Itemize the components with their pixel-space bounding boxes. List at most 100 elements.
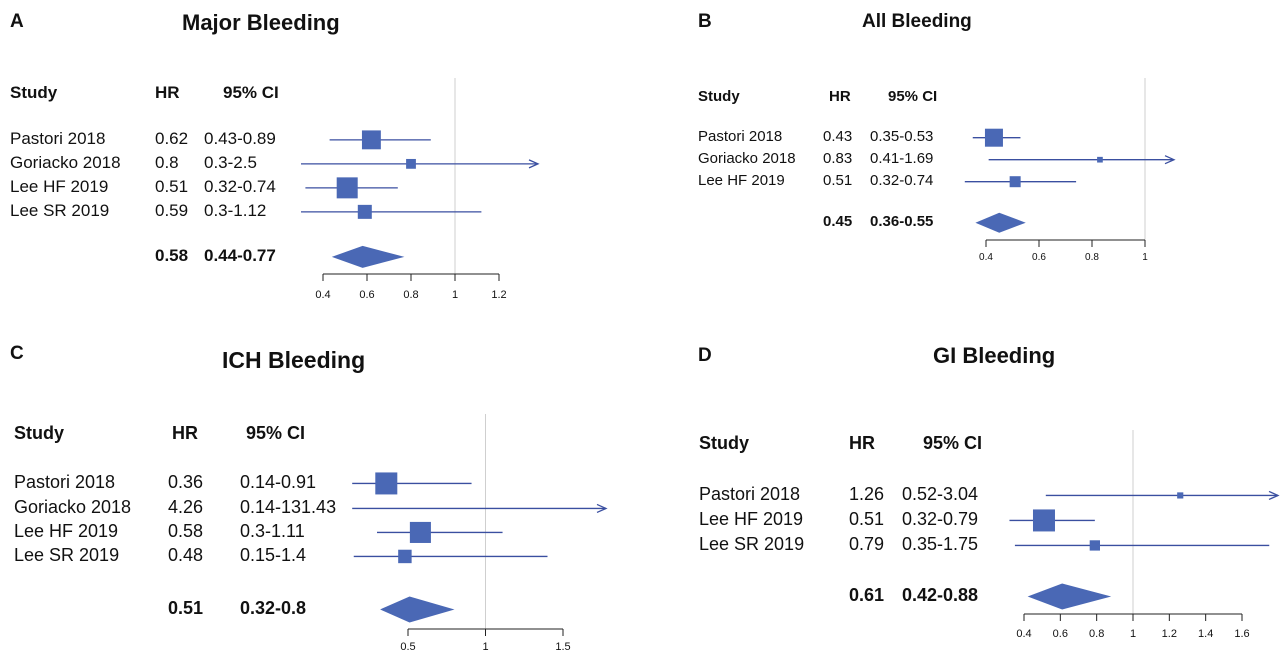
study-name: Lee SR 2019 [14, 545, 120, 565]
study-hr: 0.8 [155, 153, 179, 172]
pooled-diamond [380, 596, 455, 623]
study-hr: 0.51 [849, 509, 885, 529]
x-tick-label: 1 [452, 289, 458, 301]
study-hr: 0.58 [168, 521, 204, 541]
study-marker [361, 130, 381, 150]
forest-plot: 0.4 0.6 0.8 1 [964, 78, 1176, 263]
study-name: Goriacko 2018 [14, 497, 132, 517]
study-ci: 0.52-3.04 [902, 484, 979, 504]
study-marker [1097, 156, 1103, 163]
x-tick-label: 0.6 [1032, 252, 1046, 263]
x-tick-label: 1.5 [555, 641, 570, 653]
panel-title: All Bleeding [862, 11, 972, 32]
study-ci: 0.32-0.74 [204, 177, 276, 196]
study-marker [409, 521, 431, 543]
x-tick-label: 1 [1142, 252, 1148, 263]
x-tick-label: 0.4 [979, 252, 993, 263]
header-ci: 95% CI [223, 83, 279, 102]
ci-arrow [596, 503, 608, 514]
study-name: Lee HF 2019 [10, 177, 109, 196]
pooled-hr: 0.58 [155, 246, 189, 265]
panel-letter: B [698, 11, 712, 32]
study-name: Lee HF 2019 [699, 509, 804, 529]
header-hr: HR [155, 83, 180, 102]
header-study: Study [698, 88, 740, 105]
x-tick-label: 1 [482, 641, 488, 653]
panel-title: ICH Bleeding [222, 347, 366, 373]
study-ci: 0.35-0.53 [870, 128, 934, 145]
x-tick-label: 0.6 [359, 289, 374, 301]
study-name: Lee HF 2019 [698, 172, 785, 189]
header-ci: 95% CI [888, 88, 938, 105]
header-hr: HR [829, 88, 851, 105]
study-hr: 0.79 [849, 534, 885, 554]
x-tick-label: 1.6 [1234, 628, 1249, 640]
study-marker [357, 204, 372, 219]
study-marker [398, 549, 412, 564]
study-name: Lee SR 2019 [699, 534, 805, 554]
panel-title: Major Bleeding [182, 10, 340, 35]
study-hr: 0.83 [823, 150, 853, 167]
header-study: Study [14, 423, 65, 443]
study-hr: 0.51 [155, 177, 189, 196]
study-ci: 0.41-1.69 [870, 150, 934, 167]
study-marker [1032, 509, 1055, 532]
x-tick-label: 0.5 [400, 641, 415, 653]
pooled-diamond [1027, 583, 1112, 610]
study-marker [984, 128, 1003, 147]
study-ci: 0.3-1.12 [204, 201, 267, 220]
study-marker [1177, 492, 1184, 499]
panel-title: GI Bleeding [933, 343, 1056, 368]
pooled-diamond [975, 212, 1026, 233]
study-ci: 0.43-0.89 [204, 129, 276, 148]
header-hr: HR [172, 423, 198, 443]
study-name: Lee SR 2019 [10, 201, 110, 220]
study-ci: 0.3-2.5 [204, 153, 257, 172]
pooled-ci: 0.32-0.8 [240, 598, 307, 618]
study-ci: 0.15-1.4 [240, 545, 307, 565]
study-name: Pastori 2018 [10, 129, 106, 148]
study-marker [1089, 540, 1100, 551]
study-ci: 0.14-0.91 [240, 472, 317, 492]
x-tick-label: 1 [1130, 628, 1136, 640]
panel-letter: D [698, 345, 712, 366]
panel-letter: A [10, 11, 24, 32]
study-hr: 0.59 [155, 201, 189, 220]
study-name: Goriacko 2018 [10, 153, 121, 172]
study-hr: 0.48 [168, 545, 204, 565]
study-hr: 0.51 [823, 172, 853, 189]
x-tick-label: 0.4 [315, 289, 330, 301]
panel-all-bleeding: B All Bleeding Study HR 95% CI Pastori 2018 0.… [640, 0, 1283, 330]
panel-ich-bleeding: C ICH Bleeding Study HR 95% CI Pastori 2018 0.… [0, 332, 640, 664]
header-study: Study [699, 433, 750, 453]
forest-plot: 0.5 1 1.5 [352, 414, 608, 653]
study-ci: 0.35-1.75 [902, 534, 979, 554]
ci-arrow [1164, 155, 1176, 165]
x-tick-label: 0.8 [1089, 628, 1104, 640]
panel-gi-bleeding: D GI Bleeding Study HR 95% CI Pastori 2018 1.2… [640, 332, 1283, 664]
x-tick-label: 1.4 [1198, 628, 1213, 640]
study-marker [375, 472, 398, 495]
study-ci: 0.32-0.74 [870, 172, 934, 189]
study-ci: 0.32-0.79 [902, 509, 979, 529]
study-name: Goriacko 2018 [698, 150, 796, 167]
x-tick-label: 1.2 [1162, 628, 1177, 640]
x-tick-label: 0.4 [1016, 628, 1031, 640]
pooled-ci: 0.42-0.88 [902, 585, 979, 605]
study-ci: 0.3-1.11 [240, 521, 305, 541]
pooled-diamond [331, 245, 405, 268]
header-ci: 95% CI [923, 433, 983, 453]
study-hr: 1.26 [849, 484, 885, 504]
study-name: Pastori 2018 [698, 128, 783, 145]
study-marker [336, 177, 358, 199]
x-tick-label: 0.6 [1053, 628, 1068, 640]
header-study: Study [10, 83, 58, 102]
x-tick-label: 0.8 [403, 289, 418, 301]
forest-plot: 0.4 0.6 0.8 1 1.2 1.4 1.6 [1009, 430, 1280, 640]
pooled-hr: 0.45 [823, 213, 853, 230]
header-hr: HR [849, 433, 875, 453]
study-marker [406, 158, 416, 169]
panel-major-bleeding: A Major Bleeding Study HR 95% CI Pastori 2018… [0, 0, 640, 330]
header-ci: 95% CI [246, 423, 306, 443]
study-hr: 0.43 [823, 128, 853, 145]
